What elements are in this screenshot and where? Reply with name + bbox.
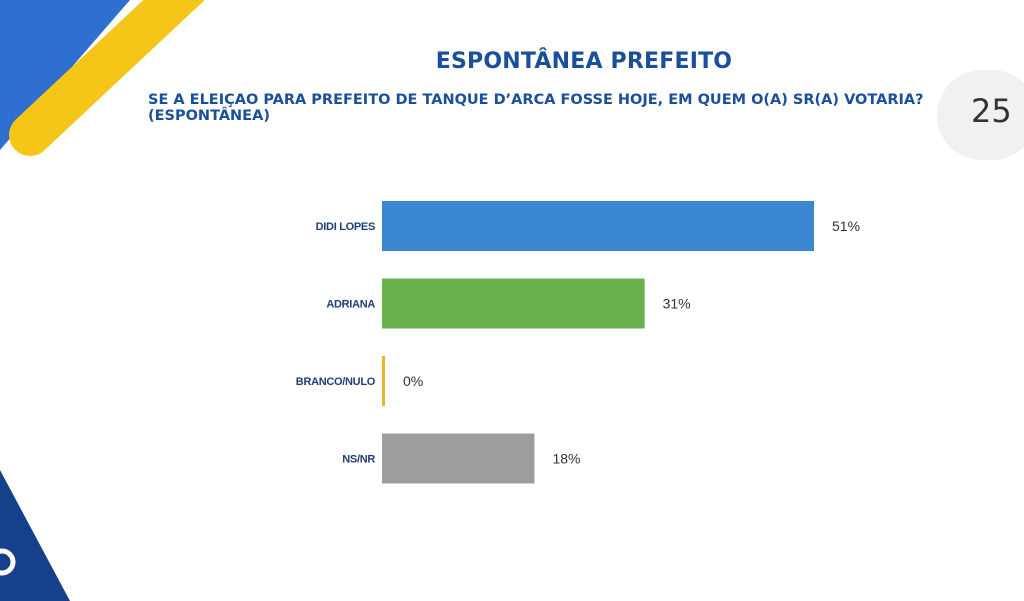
category-label: ADRIANA: [326, 299, 375, 311]
bar-branco-nulo: [382, 356, 385, 406]
logo-ring-icon: [0, 548, 16, 576]
page-number: 25: [971, 92, 1012, 130]
category-label: NS/NR: [342, 454, 375, 466]
chart-title: ESPONTÂNEA PREFEITO: [435, 49, 733, 74]
bar-ns-nr: [382, 433, 535, 484]
category-label: DIDI LOPES: [316, 221, 375, 233]
yellow-stripe: [9, 0, 205, 156]
bar-adriana: [382, 278, 645, 329]
value-label: 18%: [552, 451, 580, 467]
value-label: 51%: [832, 218, 860, 234]
value-label: 31%: [663, 296, 691, 312]
chart-question: SE A ELEIÇÃO PARA PREFEITO DE TANQUE D’A…: [148, 93, 924, 108]
value-label: 0%: [403, 373, 423, 389]
navy-corner-shape: [0, 470, 70, 601]
category-label: BRANCO/NULO: [296, 376, 376, 388]
page-badge: [937, 70, 1024, 160]
chart-question-note: (ESPONTÂNEA): [148, 108, 270, 124]
bar-didi-lopes: [382, 201, 814, 251]
